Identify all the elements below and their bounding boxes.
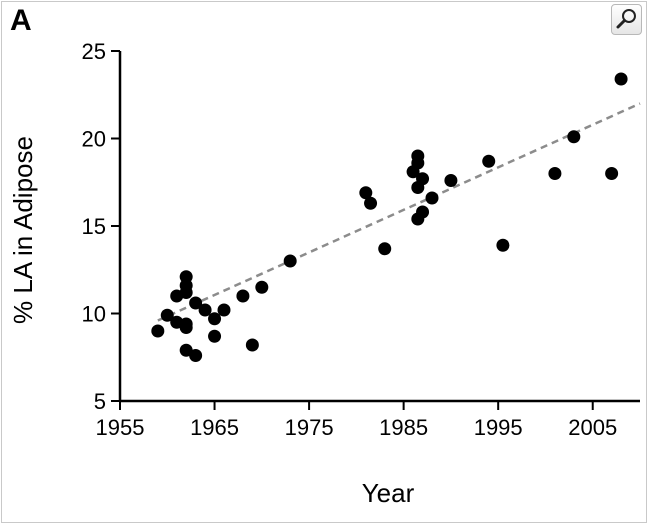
data-point [179, 286, 193, 299]
x-axis-title: Year [362, 478, 415, 508]
data-point [179, 343, 193, 357]
data-point [160, 308, 174, 322]
y-axis-title: % LA in Adipose [8, 136, 38, 324]
data-point [151, 324, 165, 338]
data-point [359, 186, 373, 200]
data-point [411, 156, 425, 170]
data-point [548, 167, 562, 180]
data-point [255, 280, 269, 294]
data-point [189, 349, 203, 362]
x-tick-label: 1975 [285, 415, 334, 440]
data-point [283, 254, 297, 268]
data-point [236, 289, 250, 303]
x-tick-label: 1955 [96, 415, 145, 440]
data-point [416, 172, 430, 186]
x-tick-label: 1985 [379, 415, 428, 440]
data-point [416, 205, 430, 219]
panel-label: A [10, 4, 32, 37]
data-point [482, 154, 496, 168]
data-point [245, 338, 259, 352]
data-point [425, 191, 439, 205]
zoom-button[interactable] [611, 4, 642, 35]
x-tick-label: 1995 [474, 415, 523, 440]
magnifier-icon [616, 9, 636, 29]
y-tick-label: 20 [82, 127, 106, 152]
data-point [614, 72, 628, 86]
data-point [605, 167, 619, 180]
data-point [364, 196, 378, 210]
data-point [567, 130, 581, 144]
y-tick-label: 5 [94, 389, 106, 414]
data-point [208, 312, 222, 326]
x-tick-label: 2005 [568, 415, 617, 440]
x-tick-label: 1965 [190, 415, 239, 440]
data-point [208, 329, 222, 343]
trendline [157, 102, 641, 322]
y-tick-label: 15 [82, 214, 106, 239]
data-point [189, 296, 203, 310]
y-tick-label: 25 [82, 39, 106, 64]
data-point [179, 321, 193, 334]
data-point [217, 303, 231, 317]
data-point [198, 303, 212, 317]
data-point [496, 238, 510, 252]
y-tick-label: 10 [82, 302, 106, 327]
data-point [378, 242, 392, 256]
data-point [444, 174, 458, 187]
